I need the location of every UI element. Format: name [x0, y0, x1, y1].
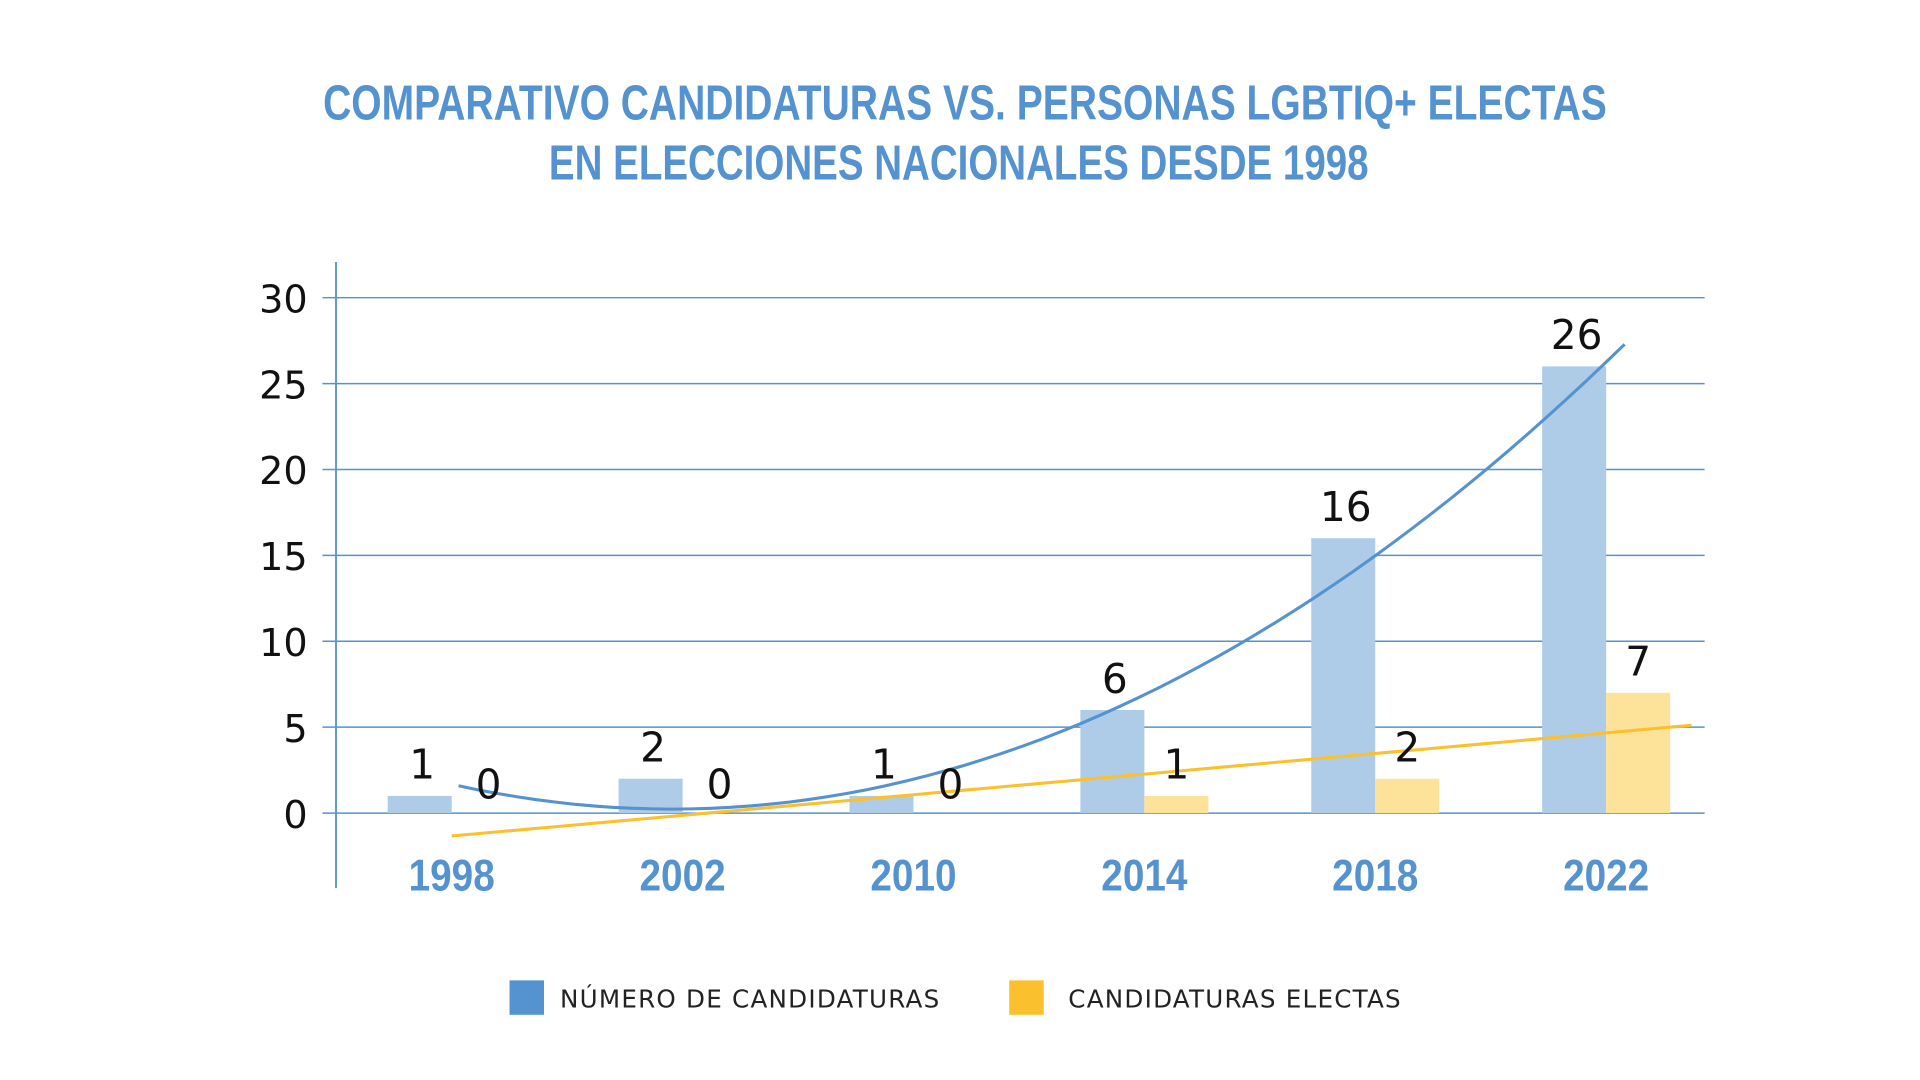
legend-label-electas: CANDIDATURAS ELECTAS: [1068, 984, 1402, 1013]
data-label: 7: [1625, 638, 1651, 686]
chart-title-line-1: COMPARATIVO CANDIDATURAS VS. PERSONAS LG…: [323, 75, 1607, 130]
y-tick-label: 0: [283, 793, 307, 837]
y-tick-label: 10: [259, 621, 308, 665]
data-label: 1: [409, 741, 435, 789]
x-tick-label: 2022: [1563, 852, 1649, 901]
gridlines: [322, 296, 1705, 814]
data-label: 16: [1320, 483, 1372, 531]
bar-electas-2018: [1375, 778, 1440, 814]
x-tick-label: 2002: [640, 852, 726, 901]
legend-swatch-electas: [1009, 980, 1044, 1015]
legend-swatch-candidaturas: [509, 980, 544, 1015]
trendlines: [451, 343, 1692, 838]
bar-candidaturas-1998: [387, 795, 452, 814]
data-label: 26: [1551, 311, 1603, 359]
trendline-candidaturas: [458, 343, 1626, 811]
bar-candidaturas-2022: [1542, 366, 1607, 814]
y-tick-label: 30: [259, 277, 308, 321]
trendline-electas: [451, 723, 1692, 838]
x-tick-label: 2018: [1332, 852, 1418, 901]
bar-candidaturas-2018: [1311, 538, 1376, 814]
chart-title-line-2: EN ELECCIONES NACIONALES DESDE 1998: [549, 136, 1369, 191]
y-tick-label: 25: [259, 363, 308, 407]
y-tick-label: 5: [283, 707, 307, 751]
y-tick-label: 20: [259, 449, 308, 493]
data-label: 2: [1394, 724, 1420, 772]
bar-electas-2014: [1144, 795, 1209, 814]
x-tick-labels: 1998 2002 2010 2014 2018 2022: [409, 852, 1650, 901]
y-tick-label: 15: [259, 535, 308, 579]
data-label: 1: [871, 741, 897, 789]
bar-electas-2022: [1606, 692, 1671, 814]
data-label: 1: [1163, 741, 1189, 789]
y-tick-labels: 0 5 10 15 20 25 30: [259, 277, 308, 836]
data-label: 6: [1102, 655, 1128, 703]
data-label: 2: [640, 724, 666, 772]
legend-label-candidaturas: NÚMERO DE CANDIDATURAS: [560, 983, 940, 1013]
legend: NÚMERO DE CANDIDATURAS CANDIDATURAS ELEC…: [509, 980, 1402, 1015]
data-label: 0: [937, 760, 963, 808]
x-tick-label: 2014: [1101, 852, 1187, 901]
x-tick-label: 2010: [870, 852, 956, 901]
bars: [387, 366, 1671, 814]
data-label: 0: [476, 760, 502, 808]
data-label: 0: [707, 760, 733, 808]
x-tick-label: 1998: [409, 852, 495, 901]
bar-candidaturas-2014: [1080, 709, 1145, 814]
